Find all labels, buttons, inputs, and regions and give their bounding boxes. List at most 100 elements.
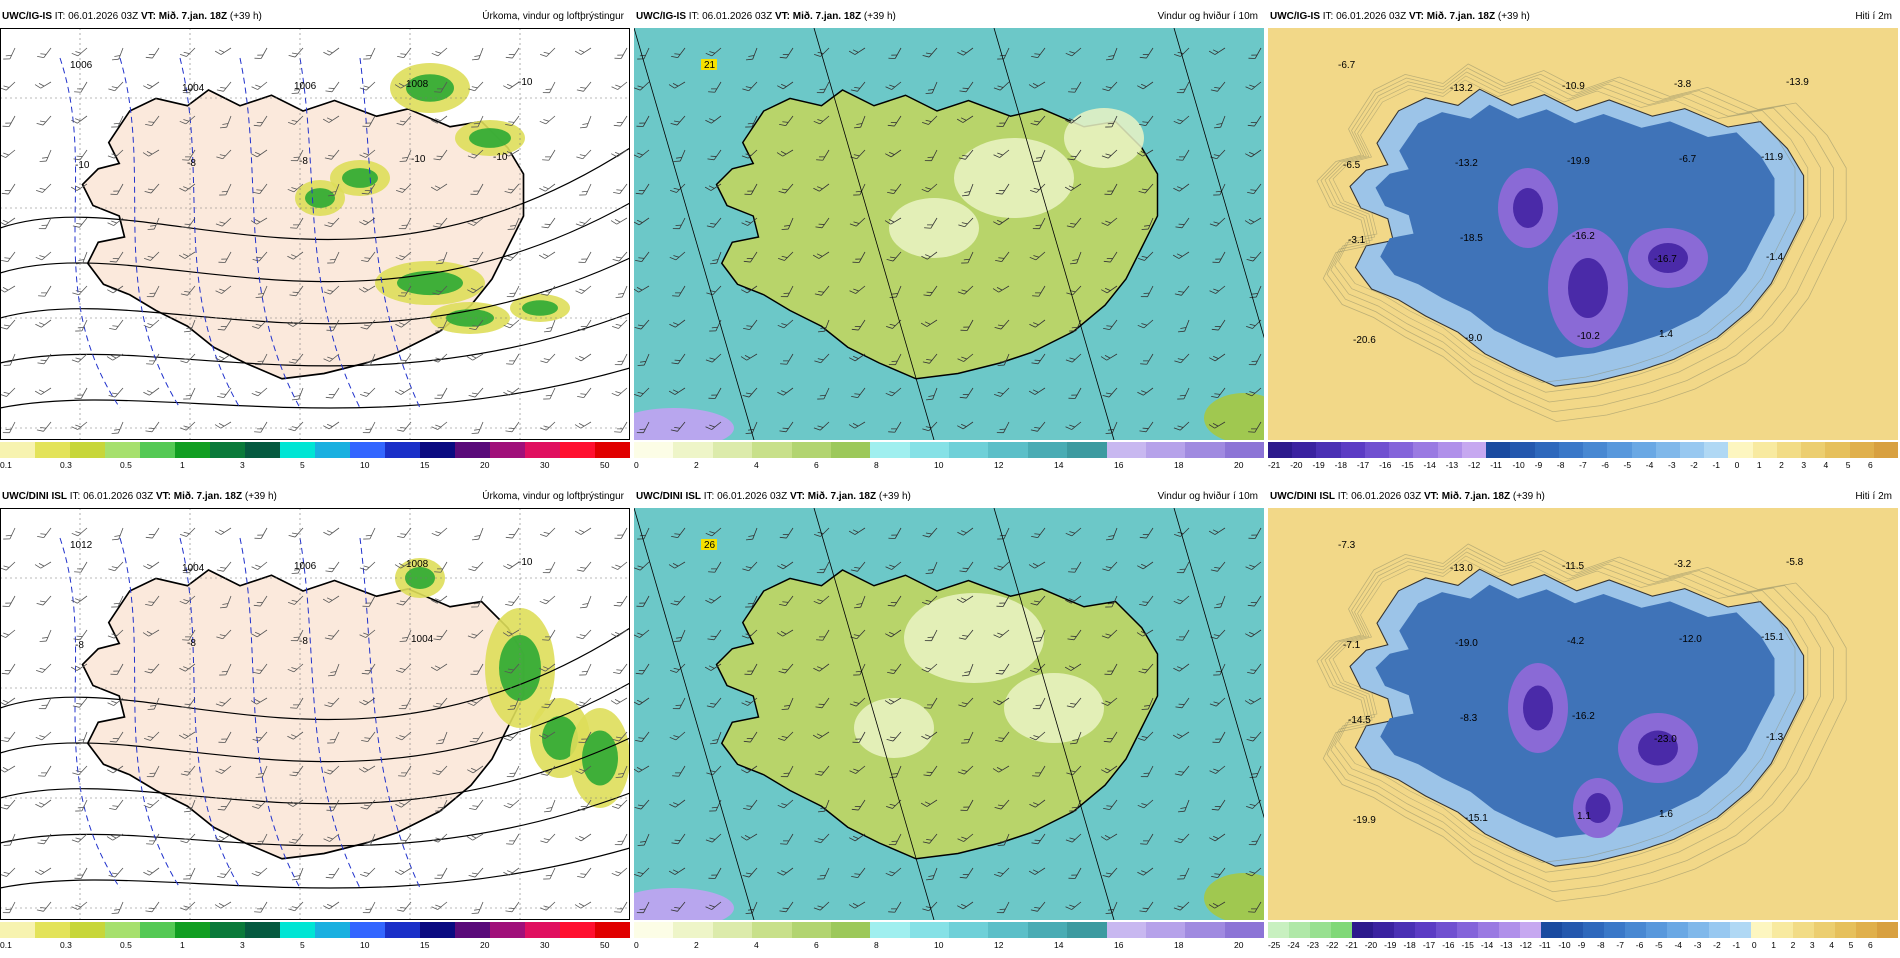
wind-barb bbox=[1248, 47, 1262, 59]
map-value-label: -16.2 bbox=[1572, 231, 1595, 242]
wind-barb bbox=[539, 595, 556, 605]
wind-barb bbox=[72, 697, 88, 708]
wind-barb bbox=[1028, 867, 1046, 875]
legend-tick-label: 0.3 bbox=[60, 460, 72, 470]
wind-barb bbox=[669, 799, 686, 808]
legend-bar bbox=[1268, 922, 1898, 938]
model-name: UWC/IG-IS bbox=[2, 11, 52, 22]
wind-barb bbox=[743, 319, 758, 330]
wind-barb bbox=[35, 799, 52, 808]
legend-swatch bbox=[1825, 442, 1850, 458]
legend-tick-label: 10 bbox=[934, 940, 944, 950]
wind-barb bbox=[635, 731, 650, 742]
wind-barb bbox=[956, 115, 974, 123]
wind-barb bbox=[361, 731, 376, 742]
wind-barb bbox=[107, 149, 124, 159]
legend-swatch bbox=[420, 922, 455, 938]
wind-barb bbox=[181, 217, 196, 229]
wind-barb bbox=[993, 217, 1010, 226]
legend-swatch bbox=[830, 442, 871, 458]
legend-tick-label: -6 bbox=[1635, 940, 1644, 950]
wind-barb bbox=[634, 697, 650, 706]
wind-barb bbox=[1031, 833, 1046, 845]
calm-area bbox=[904, 593, 1044, 683]
wind-barb bbox=[1139, 421, 1154, 433]
wind-barb bbox=[1, 663, 16, 675]
panel-title: Úrkoma, vindur og loftþrýstingur bbox=[482, 491, 624, 502]
wind-barb bbox=[634, 765, 650, 773]
wind-barb bbox=[778, 251, 794, 261]
wind-barb bbox=[745, 595, 758, 608]
wind-barb bbox=[575, 765, 592, 774]
wind-barb bbox=[920, 319, 938, 327]
wind-barb bbox=[71, 901, 88, 910]
legend-swatch bbox=[949, 922, 989, 938]
wind-barb bbox=[995, 251, 1010, 262]
map-value-label: -3.2 bbox=[1674, 559, 1692, 570]
isobar bbox=[0, 737, 630, 805]
wind-barb bbox=[669, 251, 686, 261]
wind-barb bbox=[362, 901, 376, 914]
legend-swatch bbox=[752, 442, 792, 458]
vt-label: VT: bbox=[155, 491, 171, 502]
wind-barb bbox=[3, 47, 16, 60]
legend-tick-label: 16 bbox=[1114, 460, 1124, 470]
legend-swatch bbox=[1413, 442, 1438, 458]
wind-barb bbox=[111, 901, 124, 914]
wind-barb bbox=[1137, 387, 1154, 396]
wind-barb bbox=[143, 799, 160, 809]
wind-barb bbox=[816, 629, 830, 641]
color-legend: 0.1 0.3 0.5 1 3 5 10 15 20 30 50 bbox=[0, 922, 630, 952]
panel-header: UWC/IG-IS IT: 06.01.2026 03Z VT: Mið. 7.… bbox=[0, 8, 630, 26]
wind-barb bbox=[957, 765, 974, 775]
legend-swatch bbox=[1310, 922, 1331, 938]
wind-barb bbox=[431, 901, 448, 910]
map-area: -7.3 -13.0 -11.5 -3.2 -5.8 -7.1 -19.0 -4.2 -12.0… bbox=[1268, 508, 1898, 920]
wind-barb bbox=[1064, 663, 1082, 671]
wind-barb bbox=[215, 833, 232, 842]
wind-barb bbox=[34, 561, 52, 569]
wind-barb bbox=[849, 833, 866, 842]
wind-barb bbox=[145, 595, 160, 606]
lead-time: (+39 h) bbox=[244, 491, 277, 502]
wind-barb bbox=[255, 765, 268, 778]
legend-tick-label: -9 bbox=[1534, 460, 1543, 470]
wind-barb bbox=[108, 561, 124, 572]
wind-barb bbox=[885, 81, 902, 90]
wind-barb bbox=[287, 731, 304, 740]
legend-tick-label: -14 bbox=[1423, 460, 1436, 470]
wind-barb bbox=[1033, 629, 1046, 642]
wind-barb bbox=[1175, 217, 1190, 229]
wind-barb bbox=[75, 251, 88, 265]
panel-header: UWC/DINI ISL IT: 06.01.2026 03Z VT: Mið.… bbox=[1268, 488, 1898, 506]
panel-wind-igis: UWC/IG-IS IT: 06.01.2026 03Z VT: Mið. 7.… bbox=[634, 8, 1264, 478]
wind-barb bbox=[613, 595, 628, 607]
wind-barb bbox=[507, 697, 520, 710]
wind-barb bbox=[852, 731, 866, 743]
legend-tick-label: 3 bbox=[240, 460, 245, 470]
wind-barb bbox=[612, 319, 628, 329]
wind-barb bbox=[579, 595, 592, 609]
wind-barb bbox=[1102, 387, 1118, 398]
wind-barb bbox=[615, 765, 628, 778]
vt-label: VT: bbox=[1408, 11, 1424, 22]
precip-area-heavy bbox=[542, 716, 578, 760]
wind-barb bbox=[363, 47, 376, 60]
wind-barb bbox=[504, 251, 520, 261]
legend-tick-label: 1 bbox=[180, 460, 185, 470]
wind-barb bbox=[1174, 833, 1190, 844]
wind-barb bbox=[1105, 47, 1118, 61]
wind-barb bbox=[1247, 663, 1262, 674]
isotherm bbox=[1320, 67, 1834, 413]
legend-tick-label: 8 bbox=[874, 460, 879, 470]
wind-barb bbox=[778, 663, 794, 674]
wind-barb bbox=[289, 285, 304, 297]
wind-barb bbox=[779, 115, 794, 126]
wind-barb bbox=[146, 285, 160, 298]
wind-barb bbox=[111, 595, 124, 608]
wind-barb bbox=[540, 47, 556, 57]
map-value-label: -7.3 bbox=[1338, 540, 1356, 551]
legend-swatch bbox=[35, 442, 70, 458]
wind-barb bbox=[542, 629, 556, 641]
wind-barb bbox=[921, 183, 938, 193]
